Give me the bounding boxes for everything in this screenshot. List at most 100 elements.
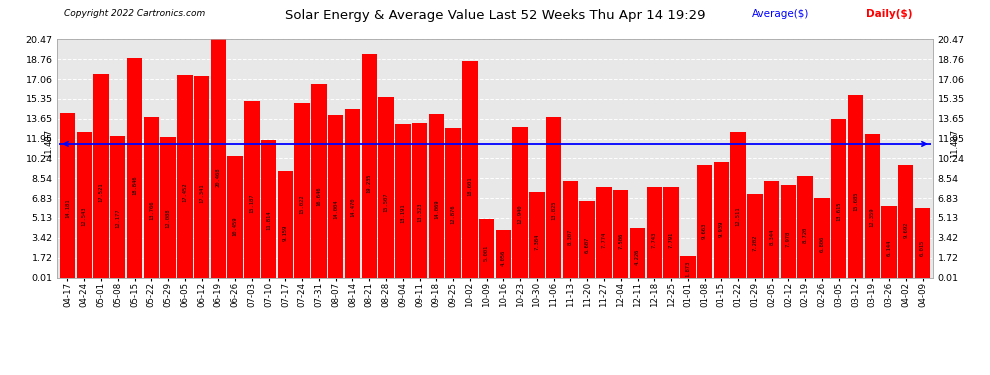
Text: 15.022: 15.022 — [300, 194, 305, 214]
Text: 7.506: 7.506 — [618, 233, 624, 249]
Text: 12.876: 12.876 — [450, 205, 455, 224]
Text: 6.607: 6.607 — [585, 237, 590, 254]
Text: 18.601: 18.601 — [467, 177, 472, 197]
Bar — [663, 187, 679, 278]
Bar — [596, 187, 612, 278]
Bar — [646, 188, 662, 278]
Text: 6.015: 6.015 — [920, 240, 925, 256]
Text: 9.939: 9.939 — [719, 221, 724, 237]
Text: Solar Energy & Average Value Last 52 Weeks Thu Apr 14 19:29: Solar Energy & Average Value Last 52 Wee… — [285, 9, 705, 22]
Text: 9.663: 9.663 — [702, 222, 707, 238]
Text: 12.177: 12.177 — [115, 209, 120, 228]
Text: Average($): Average($) — [752, 9, 810, 20]
Text: 15.685: 15.685 — [853, 191, 858, 211]
Text: 15.187: 15.187 — [249, 194, 254, 213]
Bar — [378, 97, 394, 278]
Text: 11.487: 11.487 — [45, 129, 53, 159]
Bar — [261, 140, 276, 278]
Text: 4.226: 4.226 — [635, 249, 640, 265]
Bar — [328, 115, 344, 278]
Text: 13.766: 13.766 — [148, 201, 153, 220]
Bar — [177, 75, 192, 278]
Bar — [831, 119, 846, 278]
Text: 11.487: 11.487 — [950, 129, 959, 159]
Bar — [245, 101, 259, 278]
Bar — [847, 95, 863, 278]
Bar — [479, 219, 494, 278]
Text: 14.181: 14.181 — [65, 198, 70, 218]
Bar — [881, 206, 897, 278]
Bar — [814, 198, 830, 278]
Bar — [747, 194, 762, 278]
Text: 7.202: 7.202 — [752, 234, 757, 250]
Bar — [513, 127, 528, 278]
Bar — [764, 180, 779, 278]
Bar — [429, 114, 445, 278]
Text: 7.978: 7.978 — [786, 231, 791, 247]
Bar — [898, 165, 914, 278]
Text: 20.468: 20.468 — [216, 168, 221, 188]
Text: 13.615: 13.615 — [837, 201, 842, 221]
Text: 8.307: 8.307 — [568, 229, 573, 245]
Text: 12.359: 12.359 — [870, 207, 875, 227]
Bar — [613, 190, 629, 278]
Bar — [864, 134, 880, 278]
Bar — [579, 201, 595, 278]
Text: 7.774: 7.774 — [602, 231, 607, 248]
Text: 13.323: 13.323 — [417, 203, 422, 222]
Bar — [110, 136, 126, 278]
Text: 9.692: 9.692 — [903, 222, 908, 238]
Bar — [915, 208, 931, 278]
Bar — [76, 132, 92, 278]
Bar — [630, 228, 645, 278]
Bar — [194, 76, 209, 278]
Text: 6.144: 6.144 — [886, 240, 891, 256]
Bar — [545, 117, 561, 278]
Text: 17.341: 17.341 — [199, 183, 204, 203]
Bar — [530, 192, 544, 278]
Text: 1.873: 1.873 — [685, 260, 690, 277]
Bar — [496, 230, 511, 278]
Bar — [228, 156, 243, 278]
Text: 12.543: 12.543 — [82, 207, 87, 226]
Bar — [144, 117, 159, 278]
Bar — [680, 256, 696, 278]
Text: 16.646: 16.646 — [317, 186, 322, 206]
Bar — [294, 103, 310, 278]
Bar — [361, 54, 377, 278]
Text: 5.001: 5.001 — [484, 245, 489, 261]
Text: 17.452: 17.452 — [182, 183, 187, 202]
Text: 14.069: 14.069 — [434, 199, 439, 219]
Text: 7.384: 7.384 — [535, 233, 540, 250]
Text: 13.825: 13.825 — [551, 200, 556, 220]
Text: 13.191: 13.191 — [400, 203, 405, 223]
Text: Daily($): Daily($) — [866, 9, 913, 20]
Text: 9.159: 9.159 — [283, 225, 288, 241]
Bar — [446, 128, 460, 278]
Text: 4.056: 4.056 — [501, 250, 506, 266]
Text: 8.344: 8.344 — [769, 229, 774, 245]
Bar — [731, 132, 745, 278]
Text: 7.791: 7.791 — [668, 231, 673, 248]
Bar — [127, 58, 143, 278]
Text: 12.511: 12.511 — [736, 207, 741, 226]
Bar — [412, 123, 428, 278]
Text: Copyright 2022 Cartronics.com: Copyright 2022 Cartronics.com — [64, 9, 206, 18]
Bar — [462, 61, 477, 278]
Text: 17.521: 17.521 — [99, 182, 104, 202]
Bar — [798, 176, 813, 278]
Bar — [211, 39, 226, 278]
Bar — [160, 137, 176, 278]
Bar — [781, 185, 796, 278]
Bar — [395, 124, 411, 278]
Bar — [562, 181, 578, 278]
Text: 12.088: 12.088 — [165, 209, 170, 228]
Bar — [714, 162, 729, 278]
Bar — [93, 74, 109, 278]
Text: 11.814: 11.814 — [266, 210, 271, 230]
Text: 8.720: 8.720 — [803, 227, 808, 243]
Bar — [59, 112, 75, 278]
Text: 12.940: 12.940 — [518, 205, 523, 224]
Text: 6.806: 6.806 — [820, 236, 825, 252]
Text: 7.743: 7.743 — [651, 232, 656, 248]
